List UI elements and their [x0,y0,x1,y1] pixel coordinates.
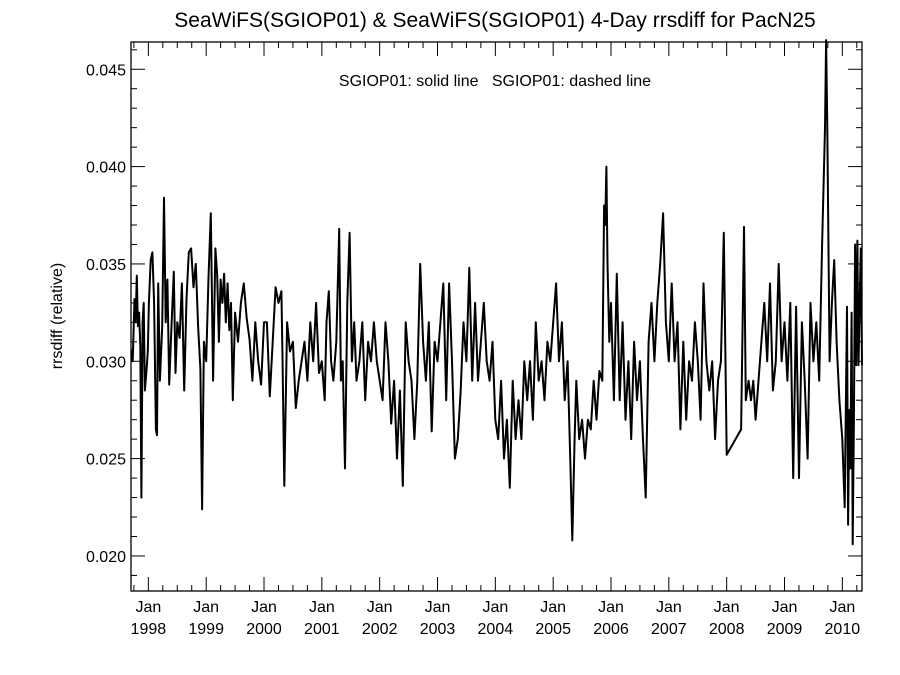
x-tick-month-label: Jan [193,599,219,616]
x-tick-month-label: Jan [135,599,161,616]
x-tick-year-label: 1998 [131,621,167,638]
x-tick-month-label: Jan [540,599,566,616]
x-tick-year-label: 2007 [651,621,687,638]
x-tick-month-label: Jan [367,599,393,616]
x-tick-year-label: 2009 [767,621,803,638]
series-line [130,39,863,546]
x-tick-year-label: 2005 [535,621,571,638]
legend-text: SGIOP01: solid line SGIOP01: dashed line [339,73,651,90]
x-ticks: Jan 1998 Jan 1999 Jan 2000 Jan 2001 Jan 2002 Jan 20… [131,42,861,638]
x-tick-month-label: Jan [656,599,682,616]
x-tick-year-label: 2004 [478,621,514,638]
y-tick-label: 0.025 [86,452,126,469]
y-ticks: 0.020 0.025 0.030 0.035 0.040 0.045 [86,49,862,576]
x-tick-month-label: Jan [772,599,798,616]
x-tick-month-label: Jan [309,599,335,616]
x-tick-year-label: 2001 [304,621,340,638]
y-tick-label: 0.035 [86,257,126,274]
x-tick-year-label: 2006 [593,621,629,638]
y-tick-label: 0.020 [86,549,126,566]
x-tick-year-label: 2010 [825,621,861,638]
x-tick-year-label: 1999 [188,621,224,638]
y-tick-label: 0.040 [86,160,126,177]
x-tick-year-label: 2003 [420,621,456,638]
x-tick-month-label: Jan [251,599,277,616]
x-tick-month-label: Jan [829,599,855,616]
x-tick-year-label: 2008 [709,621,745,638]
y-tick-label: 0.030 [86,354,126,371]
y-tick-label: 0.045 [86,62,126,79]
x-tick-month-label: Jan [425,599,451,616]
x-tick-month-label: Jan [482,599,508,616]
x-tick-month-label: Jan [714,599,740,616]
x-tick-month-label: Jan [598,599,624,616]
x-tick-year-label: 2002 [362,621,398,638]
chart-title: SeaWiFS(SGIOP01) & SeaWiFS(SGIOP01) 4-Da… [174,9,815,32]
y-axis-label: rrsdiff (relative) [49,263,66,369]
x-tick-year-label: 2000 [246,621,282,638]
series-layer [130,39,863,546]
